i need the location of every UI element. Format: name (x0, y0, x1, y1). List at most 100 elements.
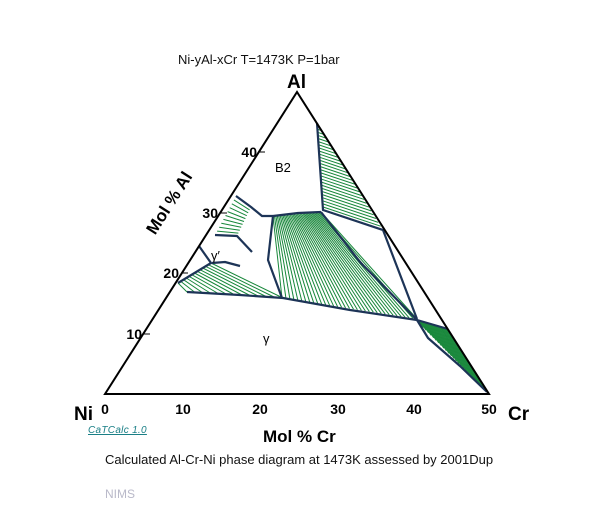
gamma-b2-region-tie-line (296, 213, 350, 309)
gamma-b2-region-tie-line (285, 214, 319, 304)
gamma-alpha-cr-region-tie-line (421, 321, 432, 336)
gamma-alpha-cr-region-tie-line (433, 324, 457, 362)
gamma-alpha-cr-region-tie-line (426, 322, 442, 346)
al-tick-20: 20 (163, 265, 179, 281)
gamma-b2-region-tie-line (288, 214, 327, 305)
boundary-b2-alpha-right (315, 122, 419, 320)
lower-gamma-prime-gamma-region-tie-line (194, 272, 236, 296)
gamma-b2-region-tie-line (303, 213, 370, 312)
gamma-b2-region-tie-line (309, 212, 386, 315)
b2-alpha-cr-region-tie-line (320, 181, 362, 197)
b2-alpha-cr-region-tie-line (321, 184, 365, 200)
gamma-alpha-cr-region-tie-line (445, 328, 483, 388)
left-axis-ticks (144, 151, 265, 335)
gamma-alpha-cr-region-tie-line (438, 325, 468, 372)
upper-gamma-prime-b2-region-tie-line (221, 222, 242, 228)
cr-tick-10: 10 (175, 401, 191, 417)
cr-tick-40: 40 (406, 401, 422, 417)
gamma-b2-region-tie-line (282, 215, 311, 303)
boundary-b2-gamma-top (272, 210, 322, 218)
boundary-gamma-prime-gamma (177, 245, 213, 284)
tie-line-group (177, 125, 488, 393)
b2-alpha-cr-region-tie-line (317, 138, 329, 143)
upper-gamma-prime-b2-region-tie-line (217, 230, 239, 234)
software-link[interactable]: CaTCalc 1.0 (88, 425, 147, 436)
gamma-b2-region-tie-line (299, 213, 358, 310)
b2-alpha-cr-region-tie-line (319, 162, 348, 174)
boundary-b2-gamma-left (266, 215, 284, 299)
b2-alpha-cr-region-tie-line (318, 147, 337, 155)
phase-label-b2: B2 (275, 160, 291, 175)
gamma-alpha-cr-region-tie-line (427, 322, 445, 349)
al-tick-40: 40 (241, 144, 257, 160)
lower-gamma-prime-gamma-region-tie-line (208, 264, 276, 298)
b2-alpha-cr-region-tie-line (321, 197, 374, 216)
lower-gamma-prime-gamma-region-tie-line (205, 265, 268, 298)
b2-alpha-cr-region-tie-line (319, 156, 344, 166)
lower-gamma-prime-gamma-region-tie-line (180, 280, 196, 293)
gamma-alpha-cr-region-tie-line (428, 323, 447, 352)
vertex-al: Al (287, 72, 306, 93)
gamma-b2-region-tie-line (300, 213, 362, 311)
gamma-b2-region-tie-line (297, 213, 354, 310)
upper-gamma-prime-b2-region-tie-line (223, 218, 243, 225)
cr-tick-30: 30 (330, 401, 346, 417)
upper-gamma-prime-b2-region-tie-line (227, 211, 246, 220)
lower-gamma-prime-gamma-region-tie-line (202, 267, 260, 297)
gamma-b2-region-tie-line (302, 213, 366, 312)
lower-gamma-prime-gamma-region-tie-line (188, 275, 220, 295)
gamma-b2-region-tie-line (275, 215, 291, 300)
gamma-b2-region-tie-line (320, 211, 418, 320)
gamma-b2-region-tie-line (295, 213, 346, 309)
b2-alpha-cr-region-tie-line (318, 153, 341, 162)
lower-gamma-prime-gamma-region-tie-line (199, 269, 252, 297)
upper-gamma-prime-b2-region-tie-line (219, 226, 240, 231)
gamma-b2-region-tie-line (306, 212, 378, 314)
b2-alpha-cr-region-tie-line (320, 172, 355, 185)
gamma-b2-region-tie-line (279, 215, 303, 302)
gamma-alpha-cr-region-tie-line (439, 326, 470, 375)
gamma-alpha-cr-region-tie-line (424, 322, 440, 344)
b2-alpha-cr-region-tie-line (322, 206, 381, 227)
b2-alpha-cr-region-tie-line (320, 169, 353, 181)
gamma-alpha-cr-region-tie-line (434, 324, 460, 364)
al-tick-30: 30 (202, 205, 218, 221)
system-title: Ni-yAl-xCr T=1473K P=1bar (178, 52, 340, 67)
lower-gamma-prime-gamma-region-tie-line (183, 279, 204, 294)
b2-alpha-cr-region-tie-line (322, 200, 377, 220)
boundary-gamma-prime-b2-lower (214, 233, 253, 253)
lower-gamma-prime-gamma-region-tie-line (210, 262, 284, 299)
gamma-alpha-cr-region-tie-line (441, 327, 475, 380)
phase-label-gamma-prime: γ′ (211, 248, 221, 263)
gamma-alpha-cr-region-tie-line (430, 323, 452, 357)
upper-gamma-prime-b2-region-tie-line (229, 207, 248, 217)
boundary-gamma-prime-b2-upper (235, 195, 273, 218)
gamma-alpha-cr-region-tie-line (418, 320, 427, 331)
cr-tick-50: 50 (481, 401, 497, 417)
gamma-b2-region-tie-line (276, 215, 295, 300)
triangle-frame (103, 90, 491, 395)
al-tick-10: 10 (126, 326, 142, 342)
b2-alpha-cr-region-tie-line (321, 193, 372, 212)
left-axis-title: Mol % Al (142, 168, 196, 237)
b2-alpha-cr-region-tie-line (322, 203, 379, 223)
upper-gamma-prime-b2-region-tie-line (231, 203, 249, 214)
gamma-b2-region-tie-line (289, 214, 331, 306)
gamma-b2-region-tie-line (283, 214, 315, 304)
bottom-axis-title: Mol % Cr (263, 427, 336, 446)
b2-alpha-cr-region-tie-line (318, 144, 334, 151)
gamma-b2-region-tie-line (292, 214, 339, 307)
boundary-alpha-cr (416, 319, 488, 393)
b2-alpha-cr-region-tie-line (321, 190, 370, 208)
lower-gamma-prime-gamma-region-tie-line (185, 277, 212, 294)
phase-boundary-group (177, 122, 488, 393)
boundary-gamma-lower (186, 290, 449, 331)
gamma-b2-region-tie-line (272, 215, 283, 299)
gamma-alpha-cr-region-tie-line (443, 327, 480, 385)
diagram-caption: Calculated Al-Cr-Ni phase diagram at 147… (105, 452, 494, 467)
gamma-alpha-cr-region-tie-line (432, 324, 455, 359)
upper-gamma-prime-b2-region-tie-line (225, 215, 245, 222)
gamma-b2-region-tie-line (293, 214, 343, 308)
